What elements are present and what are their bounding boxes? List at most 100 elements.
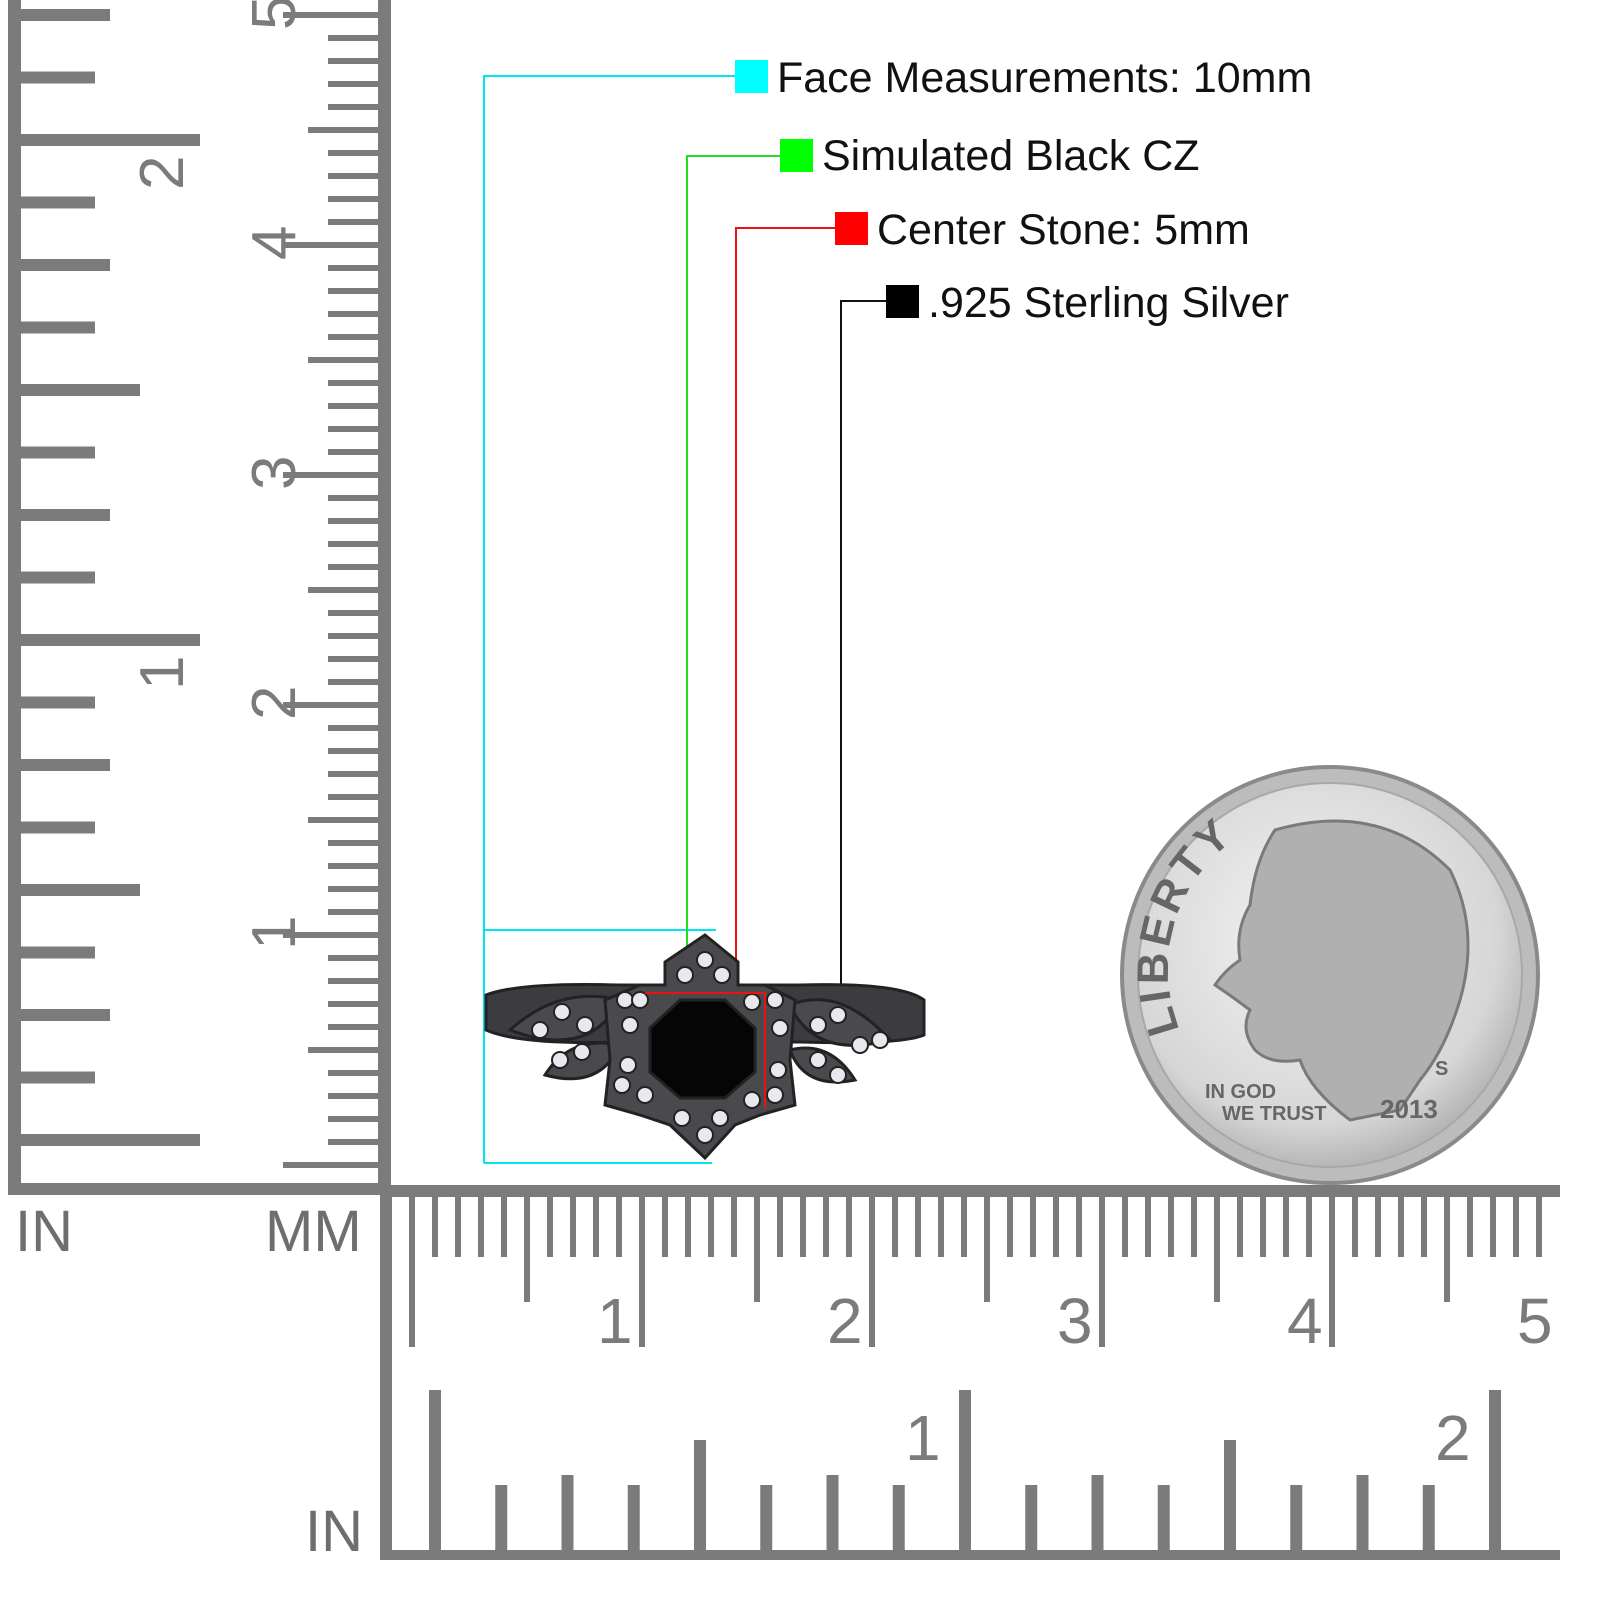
vertical-mm-tick <box>328 541 378 547</box>
horizontal-mm-tick <box>1329 1197 1335 1347</box>
vertical-inch-tick <box>20 696 95 709</box>
vertical-ruler-right-edge <box>378 0 391 1195</box>
accent-stone <box>809 1051 827 1069</box>
center-stone-bracket <box>645 992 766 1108</box>
vertical-mm-tick <box>308 357 378 363</box>
vertical-mm-tick <box>328 978 378 984</box>
horizontal-mm-tick <box>1375 1197 1381 1257</box>
horizontal-mm-tick <box>1168 1197 1174 1257</box>
vertical-inch-tick <box>20 946 95 959</box>
horizontal-mm-tick <box>915 1197 921 1257</box>
vertical-mm-tick <box>328 679 378 685</box>
legend-sterling-silver: .925 Sterling Silver <box>928 279 1289 327</box>
vertical-mm-tick <box>308 127 378 133</box>
vertical-mm-tick <box>328 334 378 340</box>
accent-stone <box>769 1061 787 1079</box>
accent-stone <box>766 1086 784 1104</box>
dime-coin: LIBERTY IN GOD WE TRUST 2013 S <box>1120 765 1540 1185</box>
accent-stone <box>531 1021 549 1039</box>
vertical-mm-tick <box>328 1001 378 1007</box>
horizontal-mm-tick <box>662 1197 668 1257</box>
vertical-mm-tick <box>283 702 378 708</box>
unit-label-mm: MM <box>265 1199 362 1264</box>
accent-stones <box>531 951 889 1144</box>
vertical-inch-tick <box>20 571 95 584</box>
vertical-inch-tick <box>20 71 95 84</box>
vertical-ruler-bottom-edge <box>8 1183 391 1195</box>
horizontal-mm-tick <box>754 1197 760 1302</box>
accent-stone <box>696 1126 714 1144</box>
accent-stone <box>673 1109 691 1127</box>
vertical-mm-tick <box>328 150 378 156</box>
horizontal-mm-tick <box>1191 1197 1197 1257</box>
horizontal-mm-tick <box>685 1197 691 1257</box>
black-metal-line <box>840 300 886 995</box>
horizontal-mm-tick <box>1490 1197 1496 1257</box>
vertical-mm-tick <box>328 288 378 294</box>
vertical-cm-label: 1 <box>240 916 309 950</box>
accent-stone <box>631 991 649 1009</box>
horizontal-inch-tick <box>1422 1485 1435 1550</box>
horizontal-ruler-left-edge <box>380 1185 392 1560</box>
horizontal-mm-tick <box>1283 1197 1289 1257</box>
vertical-mm-tick <box>328 1070 378 1076</box>
horizontal-mm-tick <box>1076 1197 1082 1257</box>
accent-stone <box>711 1109 729 1127</box>
vertical-mm-tick <box>283 242 378 248</box>
accent-stone <box>829 1066 847 1084</box>
horizontal-ruler-top-edge <box>380 1185 1560 1197</box>
vertical-inch-tick <box>20 509 110 521</box>
legend-swatch-cyan <box>735 60 768 93</box>
horizontal-mm-tick <box>616 1197 622 1257</box>
horizontal-cm-label: 4 <box>1287 1285 1323 1357</box>
vertical-inch-tick <box>20 821 95 834</box>
accent-stone <box>696 951 714 969</box>
face-measurement-line <box>483 75 735 1163</box>
vertical-mm-tick <box>328 196 378 202</box>
legend-simulated-black-cz: Simulated Black CZ <box>822 132 1200 180</box>
horizontal-inch-label: 1 <box>905 1402 941 1474</box>
horizontal-mm-tick <box>1398 1197 1404 1257</box>
vertical-inch-tick <box>20 759 110 771</box>
horizontal-mm-tick <box>1053 1197 1059 1257</box>
vertical-inch-tick <box>20 1009 110 1021</box>
horizontal-inch-tick <box>495 1485 508 1550</box>
vertical-inch-tick <box>20 196 95 209</box>
horizontal-mm-tick <box>1030 1197 1036 1257</box>
vertical-mm-tick <box>328 58 378 64</box>
coin-portrait <box>1212 819 1470 1122</box>
vertical-mm-tick <box>328 380 378 386</box>
accent-stone <box>551 1051 569 1069</box>
vertical-mm-tick <box>308 587 378 593</box>
legend-swatch-black <box>886 285 919 318</box>
vertical-inch-tick <box>20 634 200 646</box>
vertical-mm-tick <box>328 771 378 777</box>
legend-swatch-green <box>780 139 813 172</box>
horizontal-mm-tick <box>938 1197 944 1257</box>
vertical-mm-tick <box>328 564 378 570</box>
accent-stone <box>743 1091 761 1109</box>
vertical-inch-tick <box>20 259 110 271</box>
horizontal-mm-tick <box>1260 1197 1266 1257</box>
vertical-mm-tick <box>328 794 378 800</box>
vertical-mm-tick <box>328 610 378 616</box>
horizontal-mm-tick <box>1007 1197 1013 1257</box>
coin-year: 2013 <box>1380 1094 1438 1124</box>
horizontal-ruler-bottom-edge <box>380 1550 1560 1560</box>
center-stone-line <box>735 227 835 992</box>
horizontal-mm-tick <box>961 1197 967 1257</box>
horizontal-cm-label: 3 <box>1057 1285 1093 1357</box>
vertical-mm-tick <box>328 909 378 915</box>
horizontal-cm-label: 1 <box>597 1285 633 1357</box>
vertical-inch-tick <box>20 321 95 334</box>
horizontal-inch-tick <box>627 1485 640 1550</box>
vertical-inch-tick <box>20 884 140 896</box>
measurement-guides <box>483 75 886 1164</box>
horizontal-cm-label: 5 <box>1517 1285 1553 1357</box>
vertical-mm-tick <box>328 81 378 87</box>
vertical-mm-tick <box>328 104 378 110</box>
horizontal-inch-tick <box>760 1485 773 1550</box>
coin-motto-2: WE TRUST <box>1222 1103 1326 1125</box>
